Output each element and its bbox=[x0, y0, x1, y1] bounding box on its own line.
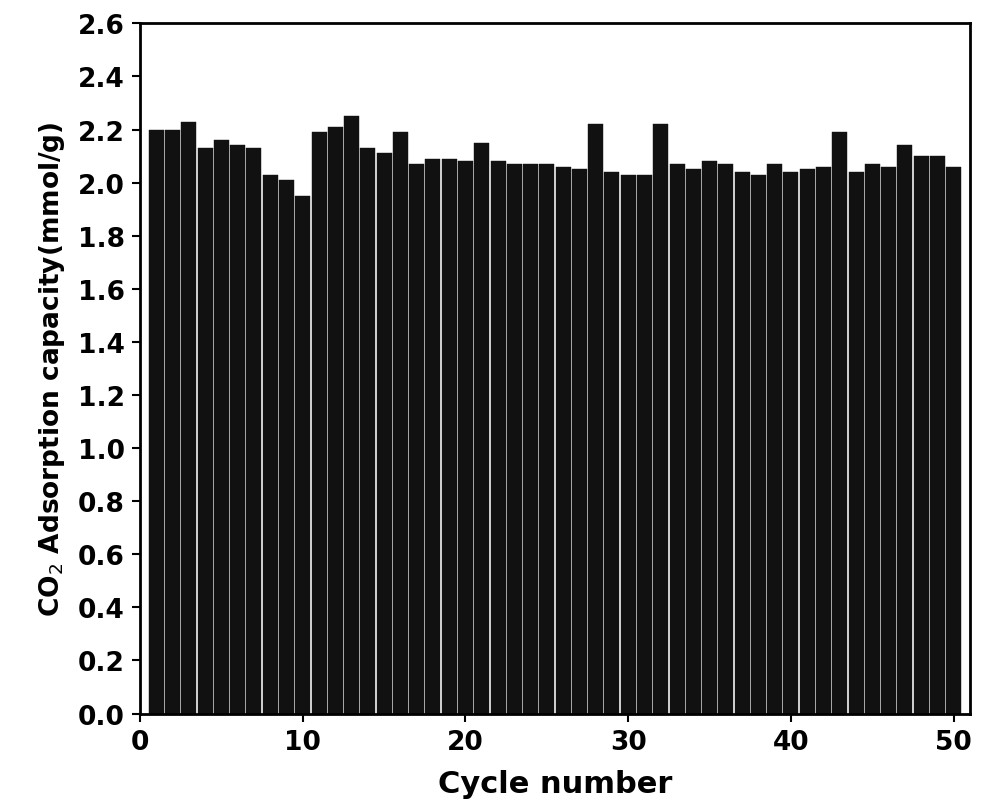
Bar bbox=[832, 133, 847, 714]
Bar bbox=[328, 128, 343, 714]
Bar bbox=[914, 157, 929, 714]
Bar bbox=[588, 125, 603, 714]
Bar bbox=[523, 165, 538, 714]
Bar bbox=[230, 146, 245, 714]
Bar bbox=[621, 175, 636, 714]
Bar bbox=[458, 162, 473, 714]
Bar bbox=[686, 170, 701, 714]
Bar bbox=[393, 133, 408, 714]
Bar bbox=[263, 175, 278, 714]
Bar bbox=[572, 170, 587, 714]
Bar bbox=[279, 181, 294, 714]
X-axis label: Cycle number: Cycle number bbox=[438, 769, 672, 798]
Bar bbox=[344, 117, 359, 714]
Bar bbox=[507, 165, 522, 714]
Bar bbox=[767, 165, 782, 714]
Bar bbox=[312, 133, 327, 714]
Bar bbox=[670, 165, 685, 714]
Bar bbox=[425, 160, 440, 714]
Bar bbox=[946, 168, 961, 714]
Bar bbox=[474, 144, 489, 714]
Bar bbox=[816, 168, 831, 714]
Bar bbox=[702, 162, 717, 714]
Bar bbox=[377, 154, 392, 714]
Bar bbox=[653, 125, 668, 714]
Bar bbox=[246, 149, 261, 714]
Bar bbox=[442, 160, 457, 714]
Bar bbox=[865, 165, 880, 714]
Bar bbox=[800, 170, 815, 714]
Bar bbox=[214, 141, 229, 714]
Bar bbox=[181, 122, 196, 714]
Bar bbox=[897, 146, 912, 714]
Bar bbox=[539, 165, 554, 714]
Bar bbox=[735, 173, 750, 714]
Bar bbox=[718, 165, 733, 714]
Bar bbox=[409, 165, 424, 714]
Bar bbox=[849, 173, 864, 714]
Bar bbox=[751, 175, 766, 714]
Bar bbox=[295, 197, 310, 714]
Bar bbox=[198, 149, 213, 714]
Bar bbox=[360, 149, 375, 714]
Bar bbox=[881, 168, 896, 714]
Bar bbox=[556, 168, 571, 714]
Bar bbox=[165, 131, 180, 714]
Bar bbox=[637, 175, 652, 714]
Bar bbox=[149, 131, 164, 714]
Bar bbox=[491, 162, 506, 714]
Y-axis label: CO$_2$ Adsorption capacity(mmol/g): CO$_2$ Adsorption capacity(mmol/g) bbox=[37, 122, 67, 616]
Bar bbox=[783, 173, 798, 714]
Bar bbox=[930, 157, 945, 714]
Bar bbox=[604, 173, 619, 714]
